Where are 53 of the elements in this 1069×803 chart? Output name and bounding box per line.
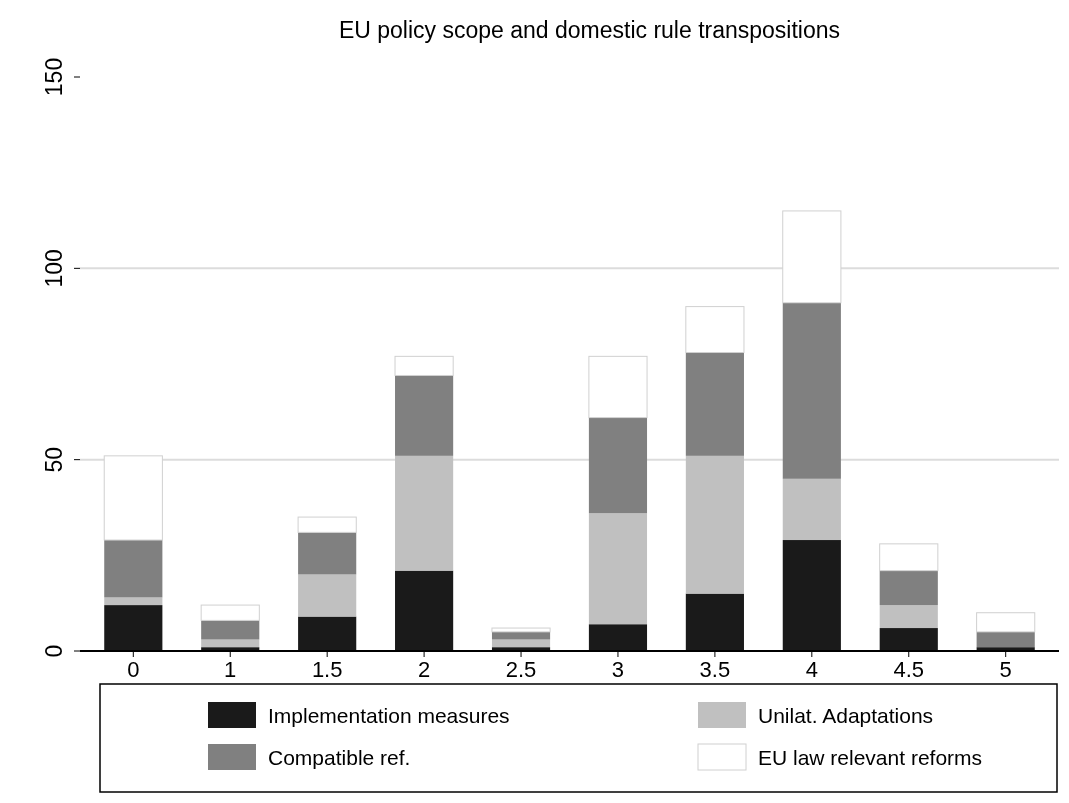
bar: [976, 631, 1035, 648]
bar: [879, 628, 938, 651]
x-tick-label: 0: [127, 657, 140, 682]
y-tick-label: 0: [41, 644, 67, 658]
bar: [976, 612, 1036, 633]
bar: [491, 627, 551, 633]
bar: [491, 631, 551, 640]
bar: [685, 352, 744, 456]
bar: [588, 624, 648, 651]
x-tick-label: 3: [611, 657, 625, 682]
bar: [395, 455, 454, 571]
x-tick-label: 4: [805, 657, 818, 682]
bar: [685, 593, 744, 651]
bar: [201, 620, 260, 640]
bar: [394, 355, 454, 376]
legend-label: Implementation measures: [268, 704, 510, 727]
x-tick-label: 3.5: [699, 657, 731, 682]
bar: [588, 355, 648, 419]
bar: [104, 540, 163, 598]
bar: [298, 532, 357, 575]
bar: [298, 616, 357, 651]
bar: [395, 570, 454, 651]
bar: [879, 605, 938, 629]
bar: [588, 417, 648, 514]
legend-label: Compatible ref.: [268, 746, 411, 769]
x-tick-label: 1.5: [311, 657, 343, 682]
y-tick-label: 50: [41, 446, 67, 473]
x-tick-label: 4.5: [893, 657, 925, 682]
bar: [685, 455, 744, 594]
bar: [200, 604, 260, 621]
bar: [298, 574, 357, 617]
x-tick-label: 2: [417, 657, 431, 682]
bar: [297, 516, 357, 533]
y-tick-label: 100: [41, 249, 67, 288]
bar: [685, 306, 745, 354]
x-tick-label: 2.5: [505, 657, 537, 682]
bar: [588, 513, 648, 625]
bar: [782, 478, 841, 541]
bar: [879, 570, 938, 606]
bar: [879, 543, 939, 572]
y-tick-label: 150: [41, 57, 67, 97]
legend-label: EU law relevant reforms: [758, 746, 983, 769]
bar: [782, 302, 841, 479]
x-tick-label: 5: [999, 657, 1012, 682]
x-tick-label: 1: [224, 657, 237, 682]
bar: [782, 540, 841, 651]
bar: [104, 605, 163, 651]
bar: [104, 597, 163, 606]
bar: [491, 639, 551, 648]
chart-title: EU policy scope and domestic rule transpositions: [338, 17, 841, 43]
bar: [395, 375, 454, 456]
bar: [201, 639, 260, 648]
legend-label: Unilat. Adaptations: [758, 704, 934, 727]
